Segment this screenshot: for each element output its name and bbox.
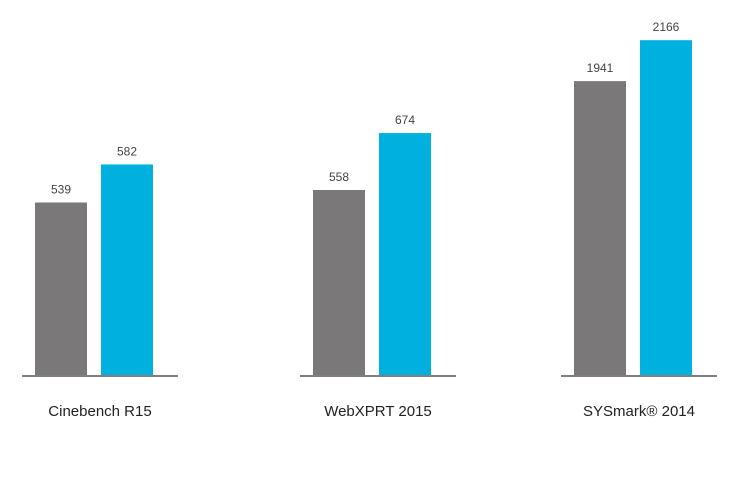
x-label: SYSmark® 2014 <box>583 403 695 420</box>
bar <box>313 189 365 375</box>
bar <box>640 40 692 375</box>
x-label: WebXPRT 2015 <box>324 403 432 420</box>
value-label: 558 <box>329 170 349 184</box>
bar <box>574 81 626 375</box>
bar <box>101 164 153 375</box>
value-label: 674 <box>395 113 415 127</box>
value-label: 582 <box>117 144 137 158</box>
bar <box>379 133 431 375</box>
value-label: 2166 <box>653 20 680 34</box>
value-label: 539 <box>51 183 71 197</box>
value-label: 1941 <box>587 61 614 75</box>
bar <box>35 202 87 375</box>
x-label: Cinebench R15 <box>48 403 151 420</box>
